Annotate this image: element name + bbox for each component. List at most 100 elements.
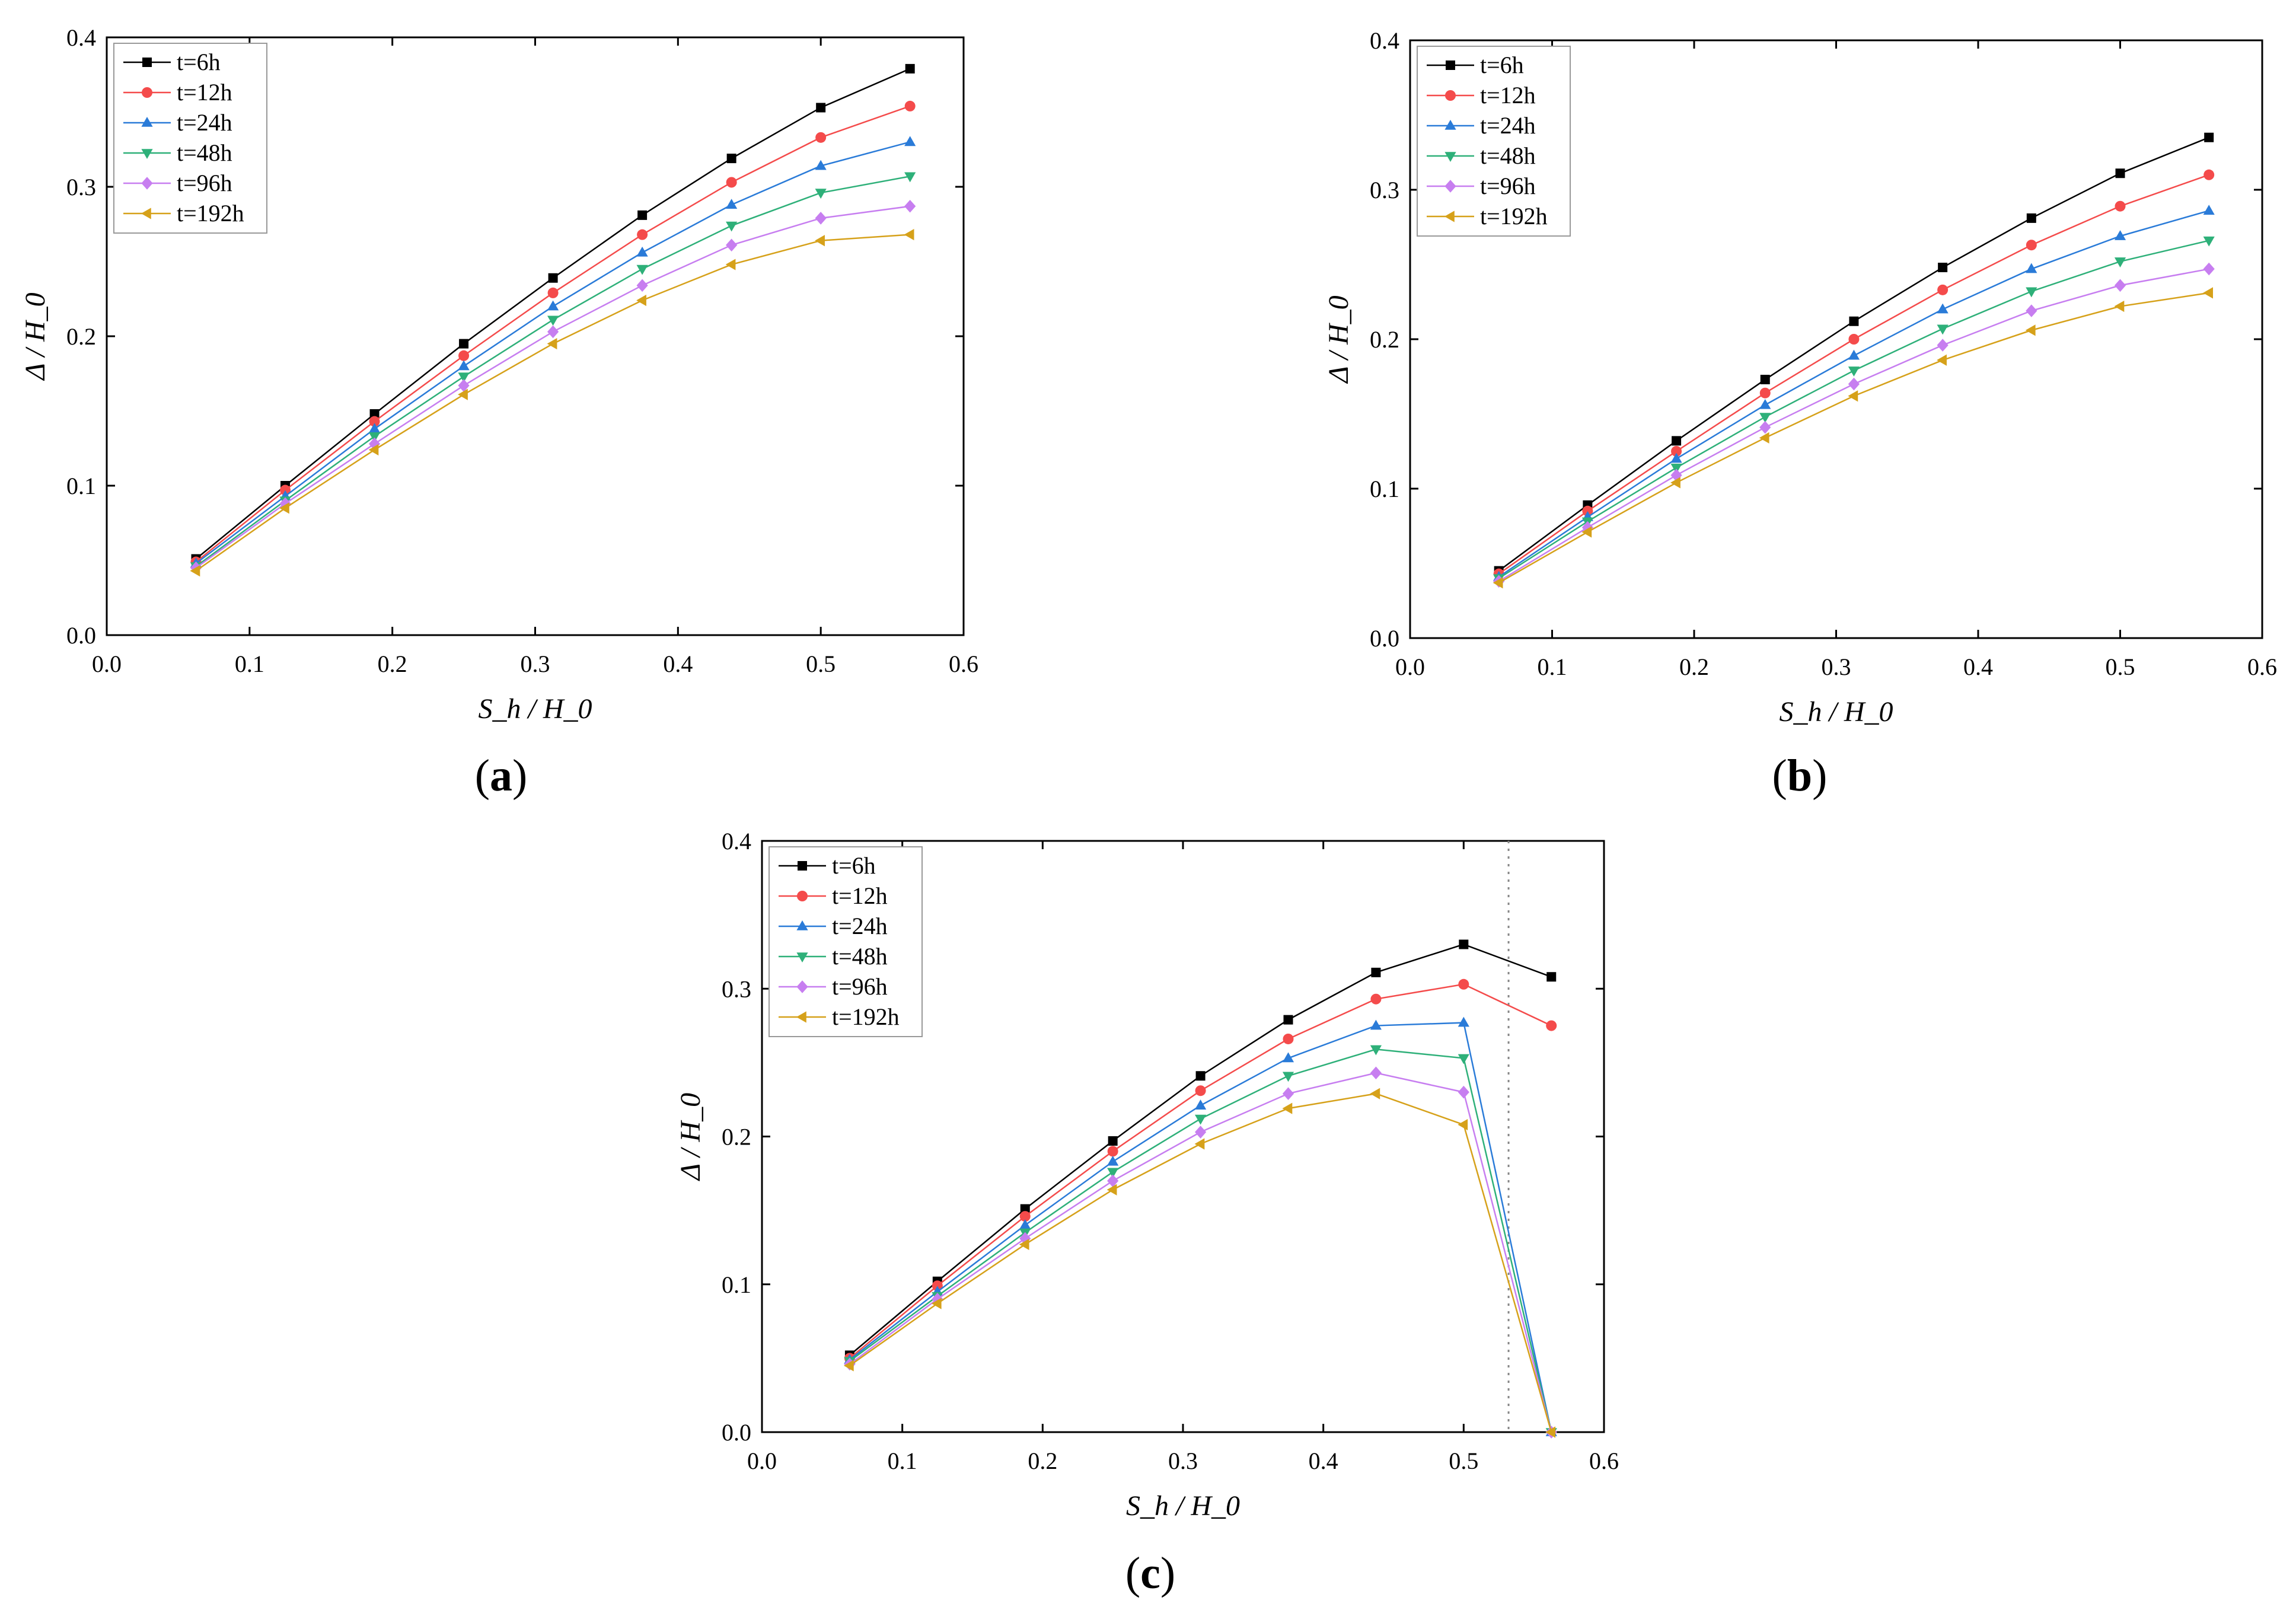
data-point-t=24h [1370,1019,1382,1030]
x-tick-label: 0.6 [1589,1448,1619,1474]
legend-label: t=48h [1480,142,1536,169]
legend-label: t=12h [1480,82,1536,109]
data-point-t=96h [1282,1087,1294,1101]
legend-label: t=6h [1480,52,1524,78]
data-point-t=192h [1581,526,1592,538]
series-line-t=24h [849,1022,1552,1433]
legend-box [1417,46,1571,237]
data-point-t=96h [547,325,559,339]
data-point-t=12h [1759,387,1771,399]
data-point-t=24h [1019,1219,1031,1229]
y-tick-label: 0.1 [66,473,96,499]
data-point-t=96h [1848,377,1860,391]
legend-marker [798,861,807,871]
data-point-t=12h [2203,169,2215,180]
series-line-t=96h [1498,268,2209,582]
data-point-t=96h [636,279,648,292]
legend-marker [1444,211,1455,222]
y-tick-label: 0.1 [1370,476,1399,502]
data-point-t=24h [636,246,648,257]
x-tick-label: 0.1 [235,651,264,677]
x-tick-label: 0.5 [2106,654,2135,680]
data-point-t=96h [1107,1174,1119,1188]
y-axis-title: Δ / H_0 [20,292,51,381]
data-point-t=48h [1370,1045,1382,1056]
series-line-t=96h [195,205,910,569]
x-tick-label: 0.5 [806,651,836,677]
data-point-t=96h [1458,1085,1469,1099]
series-line-t=48h [195,176,910,568]
x-axis-title: S_h / H_0 [1780,696,1893,728]
chart-panel-b: 0.0 0.1 0.2 0.3 0.4 0.5 0.6 0.0 0.1 0.2 0.3 0.4 S_h … [1323,27,2277,728]
data-point-t=192h [458,388,468,400]
data-point-t=96h [1194,1126,1207,1139]
data-point-t=6h [816,103,826,113]
data-point-t=192h [1545,1426,1556,1438]
x-tick-label: 0.3 [521,651,550,677]
data-point-t=192h [931,1298,942,1309]
legend-label: t=12h [832,882,888,909]
data-point-t=96h [279,497,291,511]
data-point-t=24h [2114,230,2126,240]
data-point-t=96h [726,238,738,252]
data-point-t=192h [2114,300,2125,313]
legend-label: t=24h [177,109,232,136]
legend-marker [1444,180,1456,193]
data-point-t=48h [547,315,559,326]
legend-label: t=6h [177,49,221,75]
data-point-t=96h [932,1292,943,1306]
caption-b: (b) [1772,751,1828,801]
legend-label: t=24h [832,913,888,939]
data-point-t=24h [1670,452,1682,463]
x-tick-label: 0.4 [663,651,693,677]
data-point-t=48h [904,172,916,183]
data-point-t=6h [637,210,648,220]
y-tick-label: 0.0 [66,622,96,649]
chart-panel-a: 0.0 0.1 0.2 0.3 0.4 0.5 0.6 0.0 0.1 0.2 0.3 0.4 S_h … [20,24,978,725]
data-point-t=192h [547,338,557,350]
data-point-t=6h [1020,1204,1030,1214]
data-point-t=48h [1458,1054,1469,1064]
data-point-t=24h [2203,205,2215,215]
data-point-t=192h [1370,1088,1380,1099]
data-point-t=192h [843,1360,854,1372]
y-tick-label: 0.4 [722,828,751,855]
series-line-t=6h [849,943,1552,1356]
data-point-t=192h [815,235,825,247]
legend-marker [797,891,808,901]
data-point-t=6h [1672,436,1682,446]
data-point-t=96h [815,212,827,225]
legend-label: t=96h [832,973,888,1000]
data-point-t=192h [279,502,289,514]
x-tick-label: 0.6 [2247,654,2277,680]
data-point-t=6h [2115,168,2125,178]
legend-marker [1444,120,1456,130]
legend-label: t=24h [1480,112,1536,139]
data-point-t=48h [1107,1168,1119,1178]
data-point-t=12h [1671,446,1682,457]
data-point-t=12h [904,100,916,111]
y-tick-label: 0.2 [1370,326,1399,353]
x-axis-title: S_h / H_0 [1126,1490,1240,1522]
data-point-t=96h [2026,304,2037,317]
data-point-t=96h [2203,262,2215,276]
legend-marker [1446,60,1455,70]
data-point-t=48h [726,221,738,232]
data-point-t=48h [368,432,381,442]
y-tick-label: 0.3 [66,174,96,200]
legend-marker [1445,90,1456,101]
caption-a: (a) [474,751,528,801]
legend-box [768,846,923,1037]
legend-marker [796,920,808,930]
chart-panel-c: 0.0 0.1 0.2 0.3 0.4 0.5 0.6 0.0 0.1 0.2 0.3 0.4 S_h … [675,828,1619,1522]
data-point-t=6h [1371,967,1381,977]
x-tick-label: 0.4 [1309,1448,1338,1474]
data-point-t=96h [2114,279,2126,292]
data-point-t=96h [1019,1232,1031,1245]
series-line-t=6h [195,68,911,560]
data-point-t=96h [458,379,470,392]
data-point-t=192h [2203,287,2213,299]
legend-label: t=96h [177,170,232,196]
legend-box [113,43,267,234]
data-point-t=12h [815,132,827,143]
